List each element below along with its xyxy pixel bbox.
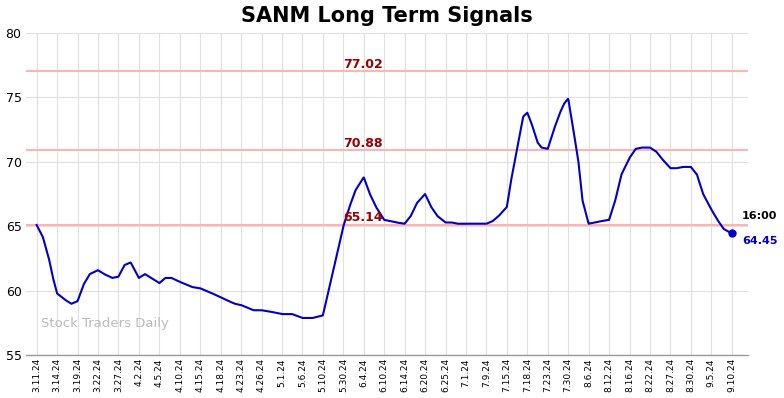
Text: 64.45: 64.45 <box>742 236 778 246</box>
Text: 70.88: 70.88 <box>343 137 383 150</box>
Title: SANM Long Term Signals: SANM Long Term Signals <box>241 6 533 25</box>
Text: 16:00: 16:00 <box>742 211 778 220</box>
Text: Stock Traders Daily: Stock Traders Daily <box>41 316 169 330</box>
Text: 77.02: 77.02 <box>343 58 383 71</box>
Text: 65.14: 65.14 <box>343 211 383 224</box>
